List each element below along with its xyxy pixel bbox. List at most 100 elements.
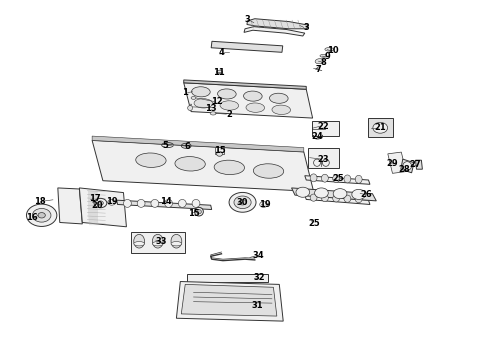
- Ellipse shape: [272, 105, 291, 114]
- Polygon shape: [292, 188, 376, 201]
- Polygon shape: [416, 160, 422, 169]
- Bar: [131, 232, 185, 253]
- Ellipse shape: [322, 159, 329, 166]
- Text: 10: 10: [327, 46, 339, 55]
- Ellipse shape: [136, 153, 166, 167]
- Text: 27: 27: [410, 161, 421, 170]
- Text: 14: 14: [160, 197, 172, 206]
- Polygon shape: [58, 188, 82, 224]
- Ellipse shape: [194, 99, 213, 108]
- Text: 12: 12: [211, 97, 222, 106]
- Ellipse shape: [246, 103, 265, 112]
- Text: 18: 18: [34, 197, 46, 206]
- Text: 23: 23: [318, 155, 329, 163]
- Text: 3: 3: [303, 23, 309, 32]
- Ellipse shape: [94, 198, 107, 208]
- Text: 15: 15: [214, 146, 225, 155]
- Ellipse shape: [188, 105, 193, 111]
- Text: 26: 26: [361, 190, 372, 199]
- Ellipse shape: [171, 234, 182, 248]
- Ellipse shape: [32, 208, 51, 222]
- Polygon shape: [247, 19, 309, 29]
- Text: 31: 31: [251, 301, 263, 310]
- Polygon shape: [117, 200, 212, 210]
- Text: 25: 25: [309, 219, 320, 228]
- Ellipse shape: [315, 59, 324, 64]
- Ellipse shape: [123, 199, 131, 207]
- Ellipse shape: [234, 196, 251, 209]
- Polygon shape: [184, 83, 313, 118]
- Ellipse shape: [217, 70, 222, 74]
- Ellipse shape: [229, 192, 256, 212]
- Ellipse shape: [310, 174, 317, 182]
- Ellipse shape: [244, 91, 262, 101]
- Ellipse shape: [192, 199, 200, 207]
- Ellipse shape: [38, 212, 45, 218]
- Ellipse shape: [310, 194, 317, 201]
- Ellipse shape: [373, 122, 388, 133]
- Ellipse shape: [192, 87, 210, 97]
- Text: 16: 16: [26, 213, 38, 222]
- Ellipse shape: [333, 175, 340, 183]
- Ellipse shape: [320, 54, 327, 57]
- Text: 21: 21: [374, 123, 386, 132]
- Ellipse shape: [321, 194, 328, 202]
- Ellipse shape: [196, 210, 201, 214]
- Text: 2: 2: [226, 110, 232, 119]
- Polygon shape: [401, 159, 414, 173]
- Text: 20: 20: [91, 202, 103, 210]
- Text: 22: 22: [318, 122, 329, 131]
- Ellipse shape: [325, 48, 334, 51]
- Polygon shape: [305, 195, 370, 204]
- Ellipse shape: [152, 234, 163, 248]
- Text: 1: 1: [182, 89, 188, 98]
- Ellipse shape: [218, 89, 236, 99]
- Polygon shape: [211, 41, 283, 52]
- Ellipse shape: [333, 195, 340, 202]
- Ellipse shape: [344, 175, 351, 183]
- Ellipse shape: [165, 199, 172, 207]
- Text: 25: 25: [332, 175, 344, 184]
- Ellipse shape: [217, 152, 222, 156]
- Bar: [187, 274, 268, 282]
- Ellipse shape: [403, 162, 412, 170]
- Ellipse shape: [270, 93, 288, 103]
- Ellipse shape: [171, 242, 182, 246]
- Ellipse shape: [137, 199, 145, 207]
- Ellipse shape: [178, 199, 186, 207]
- Ellipse shape: [239, 199, 246, 205]
- Polygon shape: [184, 80, 306, 89]
- Ellipse shape: [26, 204, 57, 226]
- Text: 19: 19: [106, 197, 118, 206]
- Ellipse shape: [333, 189, 347, 199]
- Text: 15: 15: [188, 209, 199, 218]
- Text: 9: 9: [324, 53, 330, 62]
- Ellipse shape: [108, 199, 116, 205]
- Ellipse shape: [296, 187, 310, 197]
- Bar: [312, 121, 339, 136]
- Polygon shape: [181, 284, 277, 316]
- Ellipse shape: [151, 199, 159, 207]
- Text: 6: 6: [184, 142, 190, 151]
- Text: 30: 30: [236, 198, 248, 207]
- Ellipse shape: [315, 188, 328, 198]
- Text: 28: 28: [398, 166, 410, 175]
- Ellipse shape: [195, 207, 203, 216]
- Ellipse shape: [253, 164, 284, 178]
- Text: 19: 19: [259, 199, 270, 209]
- Text: 33: 33: [156, 237, 168, 246]
- Ellipse shape: [321, 174, 328, 182]
- Ellipse shape: [355, 195, 362, 203]
- Ellipse shape: [134, 242, 145, 246]
- Text: 5: 5: [163, 141, 169, 150]
- Polygon shape: [79, 188, 126, 227]
- Text: 8: 8: [320, 58, 326, 67]
- Polygon shape: [92, 136, 304, 152]
- Text: 34: 34: [253, 251, 265, 260]
- Ellipse shape: [214, 160, 245, 175]
- Text: 17: 17: [89, 194, 101, 203]
- Ellipse shape: [175, 157, 205, 171]
- Ellipse shape: [134, 234, 145, 248]
- Ellipse shape: [98, 201, 103, 205]
- Polygon shape: [305, 176, 370, 184]
